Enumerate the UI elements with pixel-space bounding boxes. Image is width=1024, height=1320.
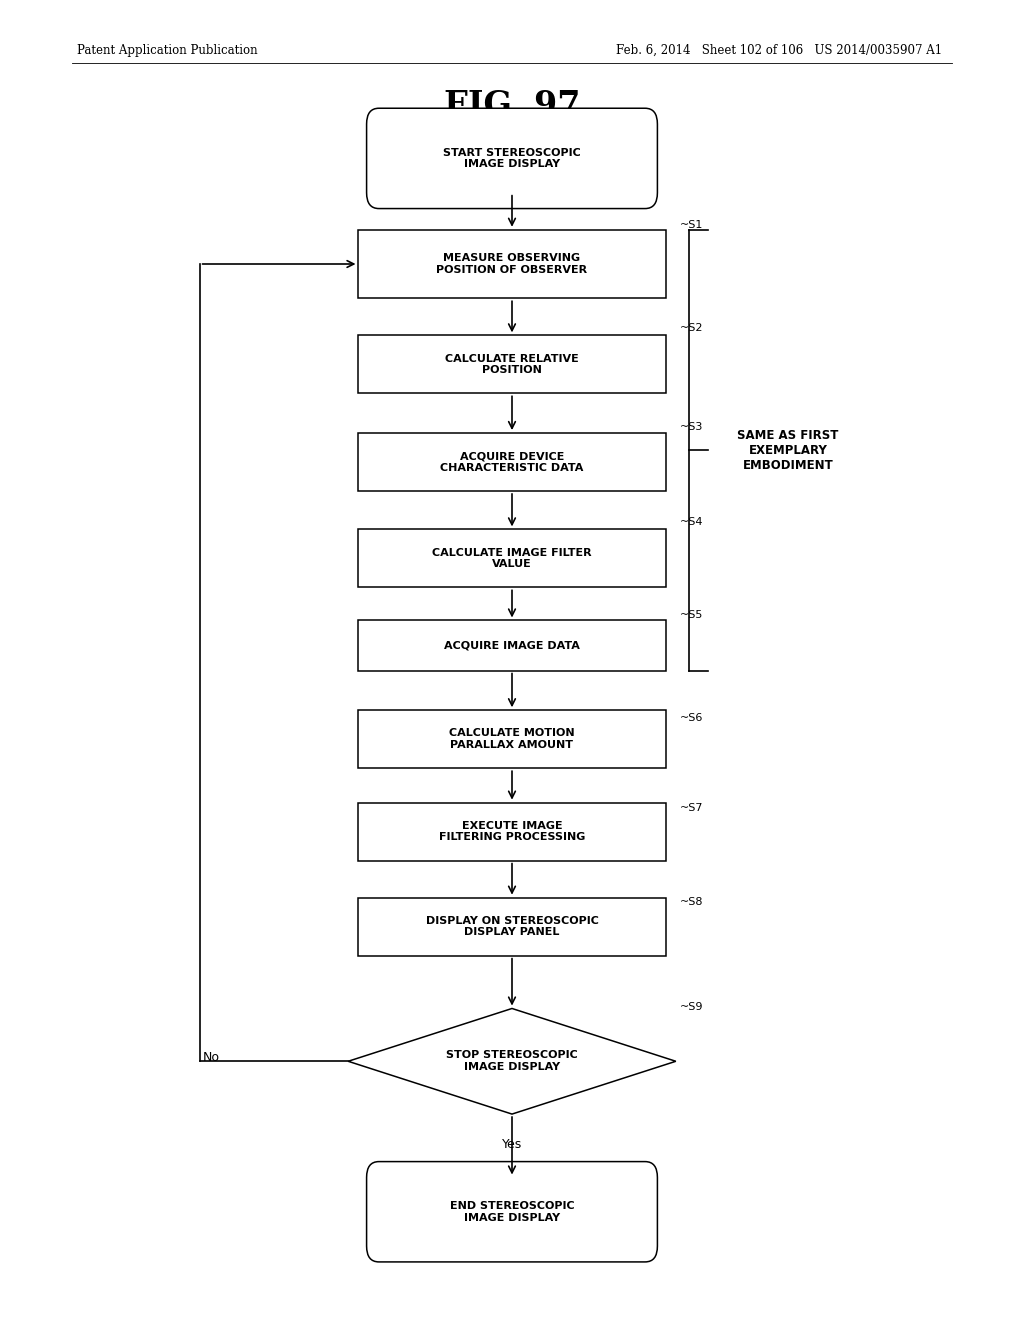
Text: No: No	[203, 1051, 220, 1064]
Text: STOP STEREOSCOPIC
IMAGE DISPLAY: STOP STEREOSCOPIC IMAGE DISPLAY	[446, 1051, 578, 1072]
Text: CALCULATE IMAGE FILTER
VALUE: CALCULATE IMAGE FILTER VALUE	[432, 548, 592, 569]
Polygon shape	[348, 1008, 676, 1114]
Text: CALCULATE RELATIVE
POSITION: CALCULATE RELATIVE POSITION	[445, 354, 579, 375]
Text: Patent Application Publication: Patent Application Publication	[77, 44, 257, 57]
Text: ACQUIRE DEVICE
CHARACTERISTIC DATA: ACQUIRE DEVICE CHARACTERISTIC DATA	[440, 451, 584, 473]
Text: SAME AS FIRST
EXEMPLARY
EMBODIMENT: SAME AS FIRST EXEMPLARY EMBODIMENT	[737, 429, 839, 471]
Bar	[358, 620, 666, 671]
Text: ACQUIRE IMAGE DATA: ACQUIRE IMAGE DATA	[444, 640, 580, 651]
Text: DISPLAY ON STEREOSCOPIC
DISPLAY PANEL: DISPLAY ON STEREOSCOPIC DISPLAY PANEL	[426, 916, 598, 937]
Text: ~S7: ~S7	[680, 803, 703, 813]
Text: FIG. 97: FIG. 97	[443, 88, 581, 121]
Text: ~S8: ~S8	[680, 896, 703, 907]
Text: EXECUTE IMAGE
FILTERING PROCESSING: EXECUTE IMAGE FILTERING PROCESSING	[439, 821, 585, 842]
Text: ~S6: ~S6	[680, 713, 703, 723]
Text: ~S3: ~S3	[680, 421, 703, 432]
Text: CALCULATE MOTION
PARALLAX AMOUNT: CALCULATE MOTION PARALLAX AMOUNT	[450, 729, 574, 750]
Text: Yes: Yes	[502, 1138, 522, 1151]
Bar	[358, 335, 666, 393]
Text: END STEREOSCOPIC
IMAGE DISPLAY: END STEREOSCOPIC IMAGE DISPLAY	[450, 1201, 574, 1222]
Text: START STEREOSCOPIC
IMAGE DISPLAY: START STEREOSCOPIC IMAGE DISPLAY	[443, 148, 581, 169]
Text: ~S2: ~S2	[680, 322, 703, 333]
Bar	[358, 803, 666, 861]
Bar	[358, 898, 666, 956]
Text: ~S1: ~S1	[680, 219, 703, 230]
Text: ~S5: ~S5	[680, 610, 703, 620]
Bar	[358, 433, 666, 491]
Bar	[358, 230, 666, 298]
Text: MEASURE OBSERVING
POSITION OF OBSERVER: MEASURE OBSERVING POSITION OF OBSERVER	[436, 253, 588, 275]
FancyBboxPatch shape	[367, 108, 657, 209]
Text: ~S9: ~S9	[680, 1002, 703, 1012]
Text: ~S4: ~S4	[680, 516, 703, 527]
Bar	[358, 529, 666, 587]
Text: Feb. 6, 2014   Sheet 102 of 106   US 2014/0035907 A1: Feb. 6, 2014 Sheet 102 of 106 US 2014/00…	[616, 44, 942, 57]
Bar	[358, 710, 666, 768]
FancyBboxPatch shape	[367, 1162, 657, 1262]
